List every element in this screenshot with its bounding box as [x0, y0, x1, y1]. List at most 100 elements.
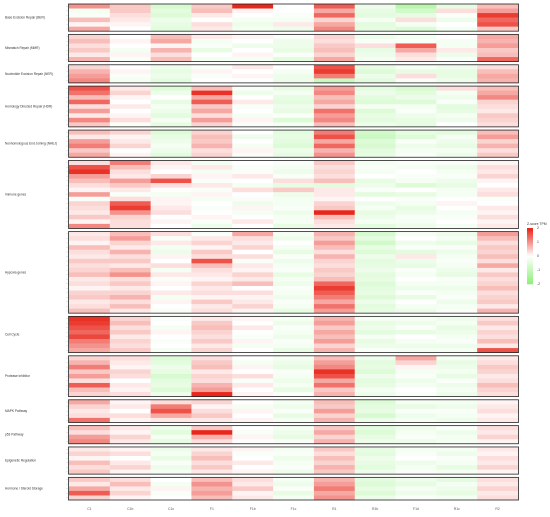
heatmap-cell [232, 456, 274, 461]
heatmap-cell [191, 22, 233, 27]
heatmap-cell [273, 481, 315, 487]
heatmap-cell [69, 108, 111, 114]
x-tick-label: C1b [127, 507, 133, 511]
heatmap-cell [150, 214, 192, 220]
group-frame [68, 3, 519, 32]
heatmap-cell [477, 465, 519, 470]
heatmap-cell [109, 417, 151, 423]
heatmap-cell [395, 304, 437, 309]
heatmap-cell [436, 152, 478, 158]
heatmap-cell [69, 169, 111, 175]
heatmap-cell [313, 22, 356, 27]
heatmap-cell [477, 399, 519, 405]
heatmap-cell [477, 169, 519, 175]
heatmap-cell [109, 108, 151, 114]
heatmap-cell [273, 183, 315, 188]
heatmap-cell [436, 295, 478, 300]
heatmap-cell [232, 223, 274, 229]
heatmap-cell [69, 231, 111, 237]
legend-tick-label: 1 [537, 240, 539, 244]
heatmap-cell [395, 130, 437, 135]
heatmap-cell [191, 17, 233, 23]
heatmap-cell [109, 78, 151, 84]
heatmap-cell [477, 117, 519, 123]
heatmap-cell [191, 408, 233, 414]
heatmap-cell [273, 160, 315, 166]
heatmap-cell [232, 210, 274, 216]
heatmap-cell [477, 460, 519, 466]
heatmap-cell [395, 348, 437, 353]
heatmap-cell [150, 205, 192, 211]
heatmap-cell [477, 263, 519, 269]
heatmap-cell [354, 8, 396, 14]
heatmap-cell [477, 122, 519, 128]
heatmap-cell [395, 8, 437, 14]
heatmap-cell [273, 281, 315, 287]
heatmap-cell [150, 308, 192, 314]
heatmap-cell [150, 408, 192, 414]
heatmap-cell [273, 254, 315, 260]
heatmap-cell [436, 392, 478, 397]
heatmap-cell [436, 117, 478, 123]
heatmap-cell [191, 456, 233, 461]
heatmap-cell [395, 439, 437, 445]
heatmap-cell [395, 258, 437, 264]
heatmap-cell [354, 254, 396, 260]
heatmap-cell [477, 187, 519, 193]
heatmap-cell [273, 490, 315, 496]
heatmap-cell [273, 369, 315, 375]
heatmap-cell [273, 143, 315, 149]
heatmap-cell [232, 254, 274, 260]
legend-swatch [527, 236, 533, 239]
heatmap-cell [273, 122, 315, 128]
heatmap-cell [477, 373, 519, 379]
heatmap-cell [69, 34, 111, 40]
heatmap-cell [395, 404, 437, 410]
group-label: Protease inhibitor [5, 374, 31, 378]
heatmap-cell [477, 143, 519, 149]
heatmap-cell [354, 392, 396, 397]
heatmap-cell [395, 267, 437, 273]
heatmap-cell [150, 316, 192, 322]
heatmap-cell [191, 451, 233, 457]
heatmap-cell [191, 148, 233, 154]
heatmap-cell [477, 276, 519, 282]
heatmap-cell [273, 26, 315, 32]
legend-swatch [527, 267, 533, 269]
heatmap-cell [232, 240, 274, 246]
heatmap-cell [436, 205, 478, 211]
heatmap-cell [395, 355, 437, 361]
heatmap-cell [273, 348, 315, 353]
group-frame [68, 315, 519, 354]
heatmap-cell [436, 290, 478, 296]
heatmap-cell [273, 299, 315, 305]
heatmap-cell [150, 465, 192, 470]
heatmap-cell [69, 320, 111, 326]
heatmap-cell [313, 205, 356, 211]
heatmap-cell [150, 86, 192, 91]
heatmap-cell [150, 90, 192, 96]
heatmap-cell [436, 339, 478, 344]
heatmap-cell [191, 378, 233, 384]
heatmap-cell [232, 148, 274, 154]
heatmap-cell [395, 245, 437, 251]
heatmap-cell [395, 223, 437, 229]
group-frame [68, 399, 519, 423]
heatmap-cell [477, 387, 519, 393]
heatmap-cell [109, 267, 151, 273]
heatmap-cell [313, 364, 356, 370]
heatmap-cell [436, 192, 478, 197]
heatmap-group: Hormone / Steroid Storage [5, 476, 519, 501]
heatmap-cell [273, 439, 315, 445]
heatmap-cell [191, 339, 233, 344]
heatmap-group: Base Excision Repair (BER) [5, 3, 519, 32]
heatmap-cell [477, 99, 519, 105]
heatmap-cell [69, 369, 111, 375]
heatmap-cell [436, 373, 478, 379]
legend-swatch [527, 243, 533, 246]
heatmap-cell [436, 73, 478, 79]
heatmap-cell [150, 183, 192, 188]
heatmap-cell [191, 223, 233, 229]
heatmap-cell [109, 304, 151, 309]
heatmap-cell [477, 160, 519, 166]
